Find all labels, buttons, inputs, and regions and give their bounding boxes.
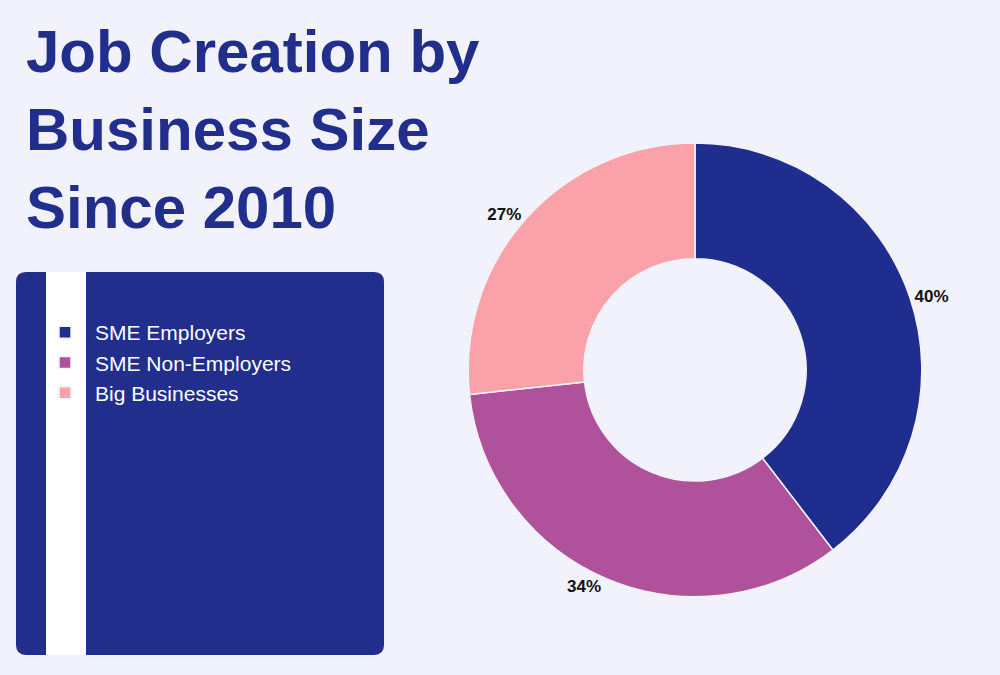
svg-text:SME Employers: SME Employers	[95, 321, 246, 344]
svg-text:Big Businesses: Big Businesses	[95, 382, 239, 405]
svg-text:40%: 40%	[915, 287, 949, 306]
svg-text:27%: 27%	[487, 205, 521, 224]
svg-text:Job Creation byBusiness SizeSi: Job Creation byBusiness SizeSince 2010	[26, 18, 480, 241]
svg-text:34%: 34%	[567, 577, 601, 596]
svg-text:SME Non-Employers: SME Non-Employers	[95, 352, 291, 375]
